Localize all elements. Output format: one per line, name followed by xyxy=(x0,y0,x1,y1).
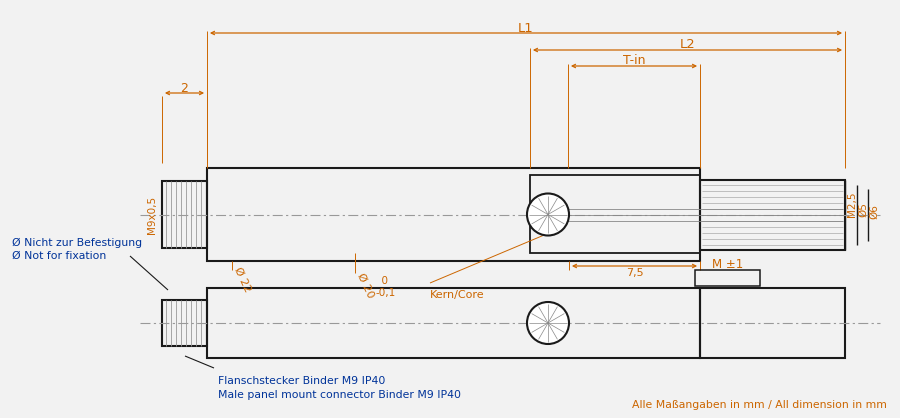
Text: 7,5: 7,5 xyxy=(626,268,644,278)
Text: T-in: T-in xyxy=(623,54,645,67)
Text: 2: 2 xyxy=(181,82,188,94)
Bar xyxy=(162,181,207,248)
Bar xyxy=(162,300,207,346)
Text: Ø 20: Ø 20 xyxy=(355,272,375,300)
Circle shape xyxy=(527,194,569,235)
Text: Ø6: Ø6 xyxy=(869,204,879,219)
Bar xyxy=(207,288,700,358)
Text: L2: L2 xyxy=(680,38,696,51)
Text: Ø5: Ø5 xyxy=(858,202,868,217)
Text: Ø Not for fixation: Ø Not for fixation xyxy=(12,251,106,261)
Text: 0
-0,1: 0 -0,1 xyxy=(375,276,395,298)
Bar xyxy=(700,288,845,358)
Bar xyxy=(207,168,700,261)
Text: M9x0,5: M9x0,5 xyxy=(147,196,157,234)
Text: Ø 22: Ø 22 xyxy=(232,266,252,294)
Bar xyxy=(695,270,760,286)
Bar xyxy=(530,175,700,253)
Text: M2,5: M2,5 xyxy=(847,192,857,217)
Text: Alle Maßangaben in mm / All dimension in mm: Alle Maßangaben in mm / All dimension in… xyxy=(632,400,887,410)
Text: Ø Nicht zur Befestigung: Ø Nicht zur Befestigung xyxy=(12,238,142,248)
Text: L1: L1 xyxy=(518,21,534,35)
Text: Flanschstecker Binder M9 IP40: Flanschstecker Binder M9 IP40 xyxy=(218,376,385,386)
Circle shape xyxy=(527,302,569,344)
Text: Kern/Core: Kern/Core xyxy=(430,290,484,300)
Text: Male panel mount connector Binder M9 IP40: Male panel mount connector Binder M9 IP4… xyxy=(218,390,461,400)
Bar xyxy=(700,180,845,250)
Text: M ±1: M ±1 xyxy=(712,258,743,272)
